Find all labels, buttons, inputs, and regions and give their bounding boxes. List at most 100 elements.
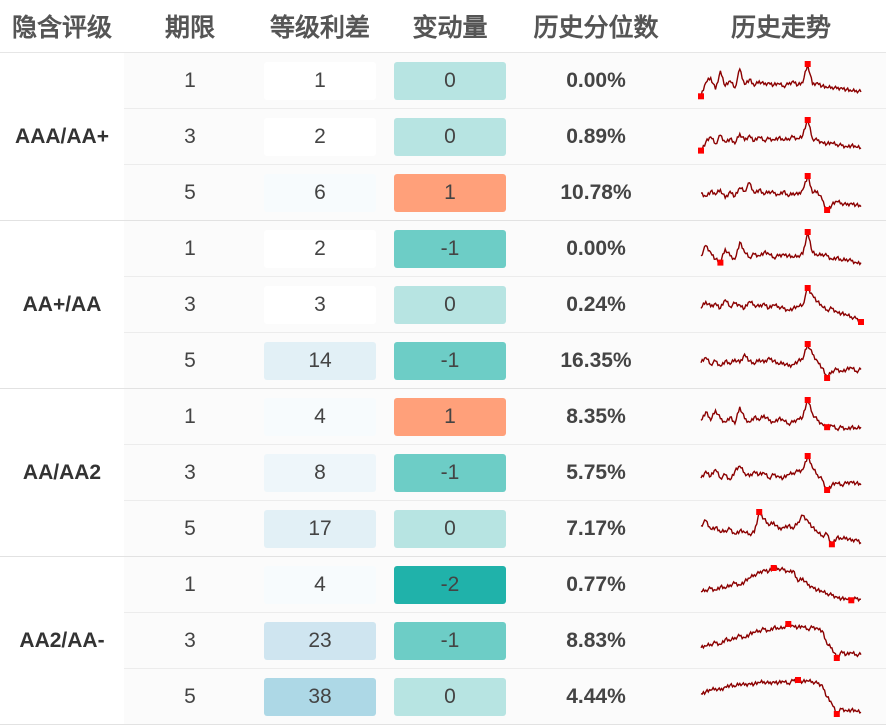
term-cell: 1 xyxy=(184,68,196,92)
sparkline-line xyxy=(700,397,862,432)
sparkline-min-marker xyxy=(828,540,835,547)
header-spread[interactable]: 等级利差 xyxy=(269,14,370,42)
sparkline-chart xyxy=(700,452,862,493)
trend-sparkline xyxy=(676,557,886,612)
sparkline-min-marker xyxy=(833,654,840,661)
table-row[interactable]: 1 4 -2 0.77% xyxy=(124,557,886,613)
spread-cell: 14 xyxy=(256,333,384,388)
sparkline-max-marker xyxy=(804,452,811,459)
sparkline-min-marker xyxy=(824,374,831,381)
sparkline-min-marker xyxy=(833,710,840,717)
change-cell: -2 xyxy=(384,557,516,612)
spread-cell: 6 xyxy=(256,165,384,220)
table-body: AAA/AA+ 1 1 0 0.00% 3 2 0 0.89% 5 6 1 10.78% AA+/AA 1 2… xyxy=(0,53,886,725)
term-cell: 5 xyxy=(184,684,196,708)
term-cell: 5 xyxy=(184,180,196,204)
sparkline-chart xyxy=(700,340,862,381)
sparkline-chart xyxy=(700,564,862,603)
header-change[interactable]: 变动量 xyxy=(412,14,488,42)
percentile-cell: 0.24% xyxy=(566,292,626,316)
table-row[interactable]: 3 2 0 0.89% xyxy=(124,109,886,165)
term-cell: 3 xyxy=(184,628,196,652)
percentile-cell: 0.00% xyxy=(566,68,626,92)
change-cell: 0 xyxy=(384,109,516,164)
header-percentile[interactable]: 历史分位数 xyxy=(533,14,659,42)
sparkline-min-marker xyxy=(848,596,855,603)
percentile-cell: 10.78% xyxy=(560,180,632,204)
sparkline-min-marker xyxy=(698,92,704,99)
sparkline-chart xyxy=(700,676,862,717)
table-row[interactable]: 3 8 -1 5.75% xyxy=(124,445,886,501)
sparkline-chart xyxy=(698,60,862,99)
sparkline-max-marker xyxy=(756,508,763,515)
table-row[interactable]: 5 38 0 4.44% xyxy=(124,669,886,724)
change-value: -1 xyxy=(394,341,506,380)
sparkline-chart xyxy=(700,284,864,325)
term-cell: 5 xyxy=(184,516,196,540)
change-cell: -1 xyxy=(384,333,516,388)
table-row[interactable]: 1 4 1 8.35% xyxy=(124,389,886,445)
sparkline-line xyxy=(700,564,862,603)
table-row[interactable]: 1 2 -1 0.00% xyxy=(124,221,886,277)
sparkline-line xyxy=(700,340,862,379)
table-row[interactable]: 5 6 1 10.78% xyxy=(124,165,886,220)
change-value: 0 xyxy=(394,61,506,100)
sparkline-max-marker xyxy=(795,676,801,683)
trend-sparkline xyxy=(676,445,886,500)
sparkline-max-marker xyxy=(804,340,811,347)
trend-sparkline xyxy=(676,501,886,556)
term-cell: 3 xyxy=(184,124,196,148)
term-cell: 1 xyxy=(184,404,196,428)
percentile-cell: 0.89% xyxy=(566,124,626,148)
sparkline-min-marker xyxy=(824,423,831,430)
trend-sparkline xyxy=(676,221,886,276)
table-header: 隐含评级 期限 等级利差 变动量 历史分位数 历史走势 xyxy=(0,0,886,53)
change-cell: 0 xyxy=(384,501,516,556)
spread-cell: 8 xyxy=(256,445,384,500)
trend-sparkline xyxy=(676,53,886,108)
sparkline-min-marker xyxy=(717,259,724,266)
change-value: -1 xyxy=(394,621,506,660)
trend-sparkline xyxy=(676,277,886,332)
change-value: 0 xyxy=(394,509,506,548)
percentile-cell: 8.35% xyxy=(566,404,626,428)
trend-sparkline xyxy=(676,389,886,444)
sparkline-line xyxy=(700,677,862,715)
table-row[interactable]: 5 17 0 7.17% xyxy=(124,501,886,556)
percentile-cell: 4.44% xyxy=(566,684,626,708)
spread-value: 8 xyxy=(264,453,376,492)
table-row[interactable]: 3 23 -1 8.83% xyxy=(124,613,886,669)
change-value: -2 xyxy=(394,565,506,604)
sparkline-max-marker xyxy=(785,620,792,627)
sparkline-line xyxy=(700,454,862,491)
spread-cell: 17 xyxy=(256,501,384,556)
change-value: 0 xyxy=(394,677,506,716)
table-row[interactable]: 1 1 0 0.00% xyxy=(124,53,886,109)
header-rating[interactable]: 隐含评级 xyxy=(11,14,112,42)
sparkline-line xyxy=(700,509,862,545)
sparkline-line xyxy=(700,621,862,660)
sparkline-line xyxy=(700,231,862,266)
spread-cell: 1 xyxy=(256,53,384,108)
percentile-cell: 0.00% xyxy=(566,236,626,260)
rating-group: AA2/AA- 1 4 -2 0.77% 3 23 -1 8.83% 5 38 0 4.44% xyxy=(0,557,886,725)
percentile-cell: 7.17% xyxy=(566,516,626,540)
spread-value: 2 xyxy=(264,117,376,156)
spread-value: 17 xyxy=(264,509,376,548)
sparkline-line xyxy=(700,286,862,323)
spread-value: 23 xyxy=(264,621,376,660)
header-term[interactable]: 期限 xyxy=(164,14,215,42)
sparkline-line xyxy=(700,117,862,151)
table-row[interactable]: 3 3 0 0.24% xyxy=(124,277,886,333)
header-trend[interactable]: 历史走势 xyxy=(730,14,831,42)
spread-cell: 2 xyxy=(256,221,384,276)
spread-cell: 4 xyxy=(256,557,384,612)
spread-cell: 3 xyxy=(256,277,384,332)
percentile-cell: 8.83% xyxy=(566,628,626,652)
change-cell: 1 xyxy=(384,389,516,444)
term-cell: 1 xyxy=(184,236,196,260)
sparkline-line xyxy=(701,173,862,211)
table-row[interactable]: 5 14 -1 16.35% xyxy=(124,333,886,388)
change-cell: 0 xyxy=(384,277,516,332)
rating-group: AA+/AA 1 2 -1 0.00% 3 3 0 0.24% 5 14 -1 16.35% xyxy=(0,221,886,389)
